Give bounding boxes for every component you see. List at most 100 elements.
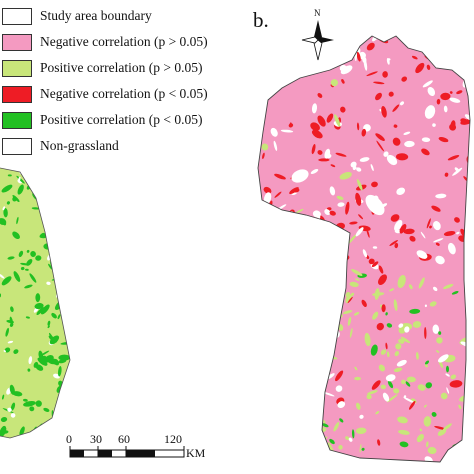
map-patch-positive-nonsig [427, 446, 437, 455]
map-patch-negative-sig [388, 91, 394, 97]
map-patch-positive-nonsig [303, 293, 312, 300]
map-patch-positive-nonsig [350, 292, 355, 297]
map-patch-non-grassland [308, 311, 318, 317]
map-patch-non-grassland [335, 385, 343, 392]
map-patch-negative-sig [277, 246, 283, 250]
map-patch-positive-sig [5, 327, 10, 337]
map-patch-non-grassland [46, 281, 51, 285]
map-patch-positive-sig [13, 349, 19, 354]
map-patch-non-grassland [403, 131, 411, 135]
map-patch-positive-nonsig [317, 225, 323, 228]
map-patch-positive-sig [386, 323, 393, 328]
map-patch-negative-sig [275, 71, 282, 78]
map-patch-positive-nonsig [354, 376, 361, 381]
map-patch-positive-nonsig [322, 420, 326, 424]
map-patch-negative-sig [347, 296, 353, 304]
map-patch-positive-sig [385, 312, 388, 316]
map-patch-negative-sig [262, 152, 265, 160]
map-patch-negative-sig [392, 104, 400, 112]
map-patch-non-grassland [267, 43, 272, 49]
map-patch-negative-sig [381, 105, 387, 118]
map-patch-positive-nonsig [400, 379, 406, 385]
map-patch-positive-sig [43, 217, 50, 225]
map-patch-non-grassland [258, 151, 259, 158]
map-patch-non-grassland [445, 373, 450, 377]
map-patch-non-grassland [340, 65, 353, 75]
map-patch-negative-sig [361, 128, 367, 137]
map-patch-non-grassland [424, 304, 428, 308]
map-patch-negative-sig [424, 327, 427, 339]
map-patch-positive-sig [10, 306, 14, 313]
map-patch-negative-sig [460, 69, 470, 76]
map-patch-positive-sig [16, 216, 19, 225]
map-patch-positive-nonsig [320, 53, 327, 57]
map-patch-non-grassland [312, 210, 321, 218]
map-patch-negative-sig [368, 258, 375, 265]
map-patch-positive-nonsig [336, 195, 344, 200]
map-patch-non-grassland [65, 206, 68, 210]
legend-item-non-grassland: Non-grassland [0, 135, 119, 157]
map-patch-positive-nonsig [333, 422, 340, 432]
map-patch-positive-nonsig [450, 374, 457, 380]
map-patch-negative-sig [440, 92, 451, 101]
map-patch-positive-nonsig [264, 343, 270, 348]
map-patch-negative-sig [466, 119, 470, 125]
map-patch-positive-nonsig [258, 430, 265, 437]
map-patch-positive-sig [58, 354, 70, 361]
map-patch-positive-nonsig [440, 392, 448, 400]
map-patch-non-grassland [286, 315, 295, 324]
legend-swatch [2, 137, 32, 155]
map-patch-positive-nonsig [468, 416, 470, 428]
map-patch-positive-nonsig [458, 404, 462, 410]
map-patch-negative-sig [403, 228, 415, 235]
map-patch-positive-sig [311, 356, 323, 360]
map-patch-non-grassland [3, 350, 6, 353]
legend-swatch [2, 111, 32, 129]
map-patch-positive-nonsig [259, 322, 268, 326]
map-patch-positive-nonsig [316, 296, 319, 299]
map-patch-non-grassland [294, 333, 307, 336]
map-patch-positive-sig [23, 400, 36, 407]
map-patch-positive-nonsig [436, 350, 440, 353]
map-patch-negative-sig [371, 261, 379, 268]
legend-item-study-area-boundary: Study area boundary [0, 5, 152, 27]
map-patch-positive-nonsig [295, 435, 301, 443]
map-patch-positive-nonsig [419, 428, 423, 432]
map-patch-non-grassland [262, 405, 269, 413]
map-patch-positive-nonsig [291, 452, 298, 461]
map-patch-negative-sig [341, 37, 346, 43]
map-patch-positive-sig [36, 307, 45, 316]
map-patch-positive-nonsig [349, 281, 359, 287]
map-patch-positive-sig [24, 284, 33, 289]
map-patch-positive-sig [51, 312, 57, 319]
map-patch-negative-sig [371, 181, 378, 188]
map-patch-positive-sig [60, 228, 67, 235]
map-patch-positive-nonsig [397, 416, 408, 424]
map-patch-negative-sig [326, 113, 334, 123]
map-patch-positive-sig [43, 407, 50, 412]
map-patch-negative-sig [318, 158, 330, 162]
map-patch-positive-nonsig [398, 338, 405, 344]
panel-label: b. [253, 8, 269, 32]
map-patch-positive-sig [67, 406, 70, 411]
map-patch-non-grassland [355, 227, 364, 237]
map-patch-non-grassland [337, 401, 346, 409]
map-patch-negative-sig [329, 263, 343, 267]
map-patch-negative-sig [361, 299, 367, 308]
map-patch-non-grassland [456, 231, 460, 235]
map-patch-non-grassland [432, 286, 438, 292]
map-patch-positive-sig [2, 394, 5, 400]
map-patch-negative-sig [271, 237, 279, 244]
map-patch-positive-nonsig [359, 459, 371, 462]
map-patch-positive-nonsig [277, 298, 283, 302]
map-patch-non-grassland [270, 127, 278, 137]
map-patch-positive-nonsig [372, 311, 379, 320]
map-patch-positive-sig [326, 340, 332, 346]
map-patch-negative-sig [266, 305, 280, 314]
map-patch-positive-nonsig [289, 217, 296, 221]
map-patch-positive-sig [63, 325, 70, 330]
map-patch-non-grassland [348, 437, 353, 442]
map-patch-non-grassland [424, 105, 436, 119]
map-patch-positive-nonsig [321, 263, 328, 270]
